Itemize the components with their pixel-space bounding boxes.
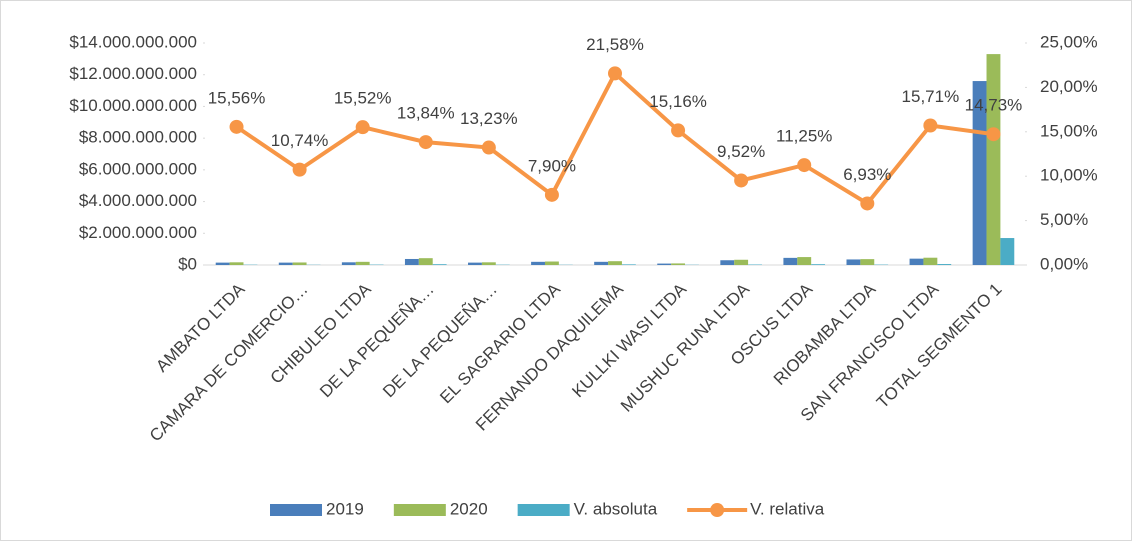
bar — [797, 257, 812, 265]
bar — [544, 261, 559, 265]
bar — [923, 257, 938, 265]
marker — [418, 135, 433, 150]
bar — [215, 262, 230, 265]
y-tick-label: $4.000.000.000 — [79, 191, 197, 210]
bar — [986, 54, 1001, 265]
bar — [937, 264, 952, 265]
bar — [481, 262, 496, 265]
marker — [671, 123, 686, 138]
bar — [1000, 238, 1015, 265]
data-label: 14,73% — [965, 96, 1023, 115]
marker — [229, 119, 244, 134]
bar — [621, 264, 636, 265]
data-label: 9,52% — [717, 142, 765, 161]
data-label: 7,90% — [528, 156, 576, 175]
y2-tick-label: 10,00% — [1040, 166, 1098, 185]
legend-label: 2020 — [450, 499, 488, 518]
data-label: 13,23% — [460, 109, 518, 128]
bar — [608, 261, 622, 265]
legend-label: V. absoluta — [574, 499, 658, 518]
marker — [986, 127, 1001, 142]
bar — [341, 262, 356, 265]
y-tick-label: $14.000.000.000 — [69, 32, 197, 51]
bar — [909, 258, 924, 265]
legend-swatch — [710, 503, 725, 517]
marker — [544, 187, 559, 202]
y2-tick-label: 5,00% — [1040, 210, 1088, 229]
bar — [292, 262, 307, 265]
legend-swatch — [517, 504, 570, 516]
bar — [432, 264, 447, 265]
data-label: 21,58% — [586, 35, 644, 54]
bar — [278, 262, 293, 265]
bar — [734, 259, 749, 265]
legend-label: V. relativa — [750, 499, 825, 518]
marker — [797, 158, 812, 173]
bar — [972, 81, 987, 265]
data-label: 15,16% — [649, 92, 707, 111]
marker — [923, 118, 938, 133]
y-tick-label: $8.000.000.000 — [79, 128, 197, 147]
bar — [355, 261, 370, 265]
legend-label: 2019 — [326, 499, 364, 518]
marker — [355, 120, 370, 135]
marker — [292, 162, 307, 177]
marker — [734, 173, 749, 188]
bar — [720, 260, 735, 265]
bar — [418, 258, 433, 265]
data-label: 10,74% — [271, 131, 329, 150]
legend-swatch — [393, 504, 446, 516]
data-label: 15,52% — [334, 89, 392, 108]
data-label: 15,56% — [208, 88, 266, 107]
bar — [811, 264, 826, 265]
bar — [671, 263, 686, 265]
y2-tick-label: 25,00% — [1040, 32, 1098, 51]
y-tick-label: $12.000.000.000 — [69, 64, 197, 83]
y2-tick-label: 20,00% — [1040, 77, 1098, 96]
bar — [657, 263, 672, 265]
y2-tick-label: 0,00% — [1040, 254, 1088, 273]
y-tick-label: $6.000.000.000 — [79, 159, 197, 178]
bar — [531, 261, 545, 265]
y-tick-label: $2.000.000.000 — [79, 223, 197, 242]
bar — [846, 259, 861, 265]
bar — [594, 261, 609, 265]
data-label: 6,93% — [843, 165, 891, 184]
data-label: 11,25% — [776, 127, 832, 146]
y-tick-label: $0 — [178, 254, 197, 273]
bar — [468, 262, 482, 265]
bar — [229, 262, 244, 265]
y-tick-label: $10.000.000.000 — [69, 96, 197, 115]
marker — [481, 140, 496, 155]
bar — [860, 259, 875, 265]
data-label: 15,71% — [902, 87, 960, 106]
bar — [783, 257, 798, 265]
y2-tick-label: 15,00% — [1040, 121, 1098, 140]
marker — [608, 66, 622, 81]
marker — [860, 196, 875, 211]
data-label: 13,84% — [397, 104, 455, 123]
bar — [404, 258, 419, 265]
legend-swatch — [270, 504, 322, 516]
